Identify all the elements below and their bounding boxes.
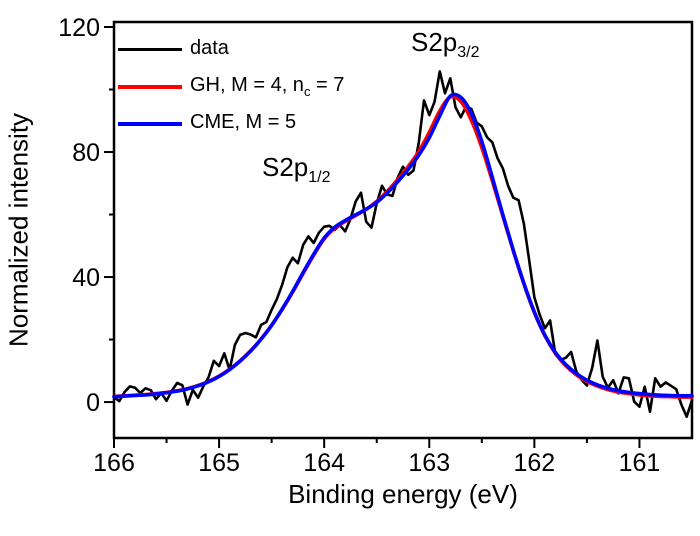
gh-line-swatch: [118, 84, 182, 89]
y-axis-title: Normalized intensity: [3, 112, 34, 348]
x-tick-label: 164: [303, 449, 345, 477]
y-tick-label: 120: [58, 14, 100, 42]
series-cme-m-5: [112, 92, 694, 399]
legend-label-gh-fit: GH, M = 4, nc = 7: [190, 74, 345, 99]
legend-item-cme-fit: CME, M = 5: [118, 105, 344, 142]
y-tick-label: 40: [72, 264, 100, 292]
legend-item-data: data: [118, 31, 344, 68]
y-tick-label: 80: [72, 139, 100, 167]
x-tick-label: 165: [198, 449, 240, 477]
annotation-s2p-3-2: S2p3/2: [411, 27, 480, 62]
legend-item-gh-fit: GH, M = 4, nc = 7: [118, 68, 344, 105]
plot-frame: [112, 20, 694, 440]
x-tick-label: 166: [93, 449, 135, 477]
series-data: [112, 70, 694, 418]
y-tick-label: 0: [86, 389, 100, 417]
annotation-s2p-1-2: S2p1/2: [262, 152, 331, 187]
data-line-swatch: [118, 48, 182, 51]
x-tick-label: 163: [408, 449, 450, 477]
legend: data GH, M = 4, nc = 7 CME, M = 5: [118, 31, 344, 142]
cme-line-swatch: [118, 121, 182, 126]
x-tick-label: 162: [514, 449, 556, 477]
legend-label-data: data: [190, 37, 229, 59]
x-tick-label: 161: [619, 449, 661, 477]
x-axis-title: Binding energy (eV): [288, 479, 518, 509]
legend-label-cme-fit: CME, M = 5: [190, 111, 297, 133]
